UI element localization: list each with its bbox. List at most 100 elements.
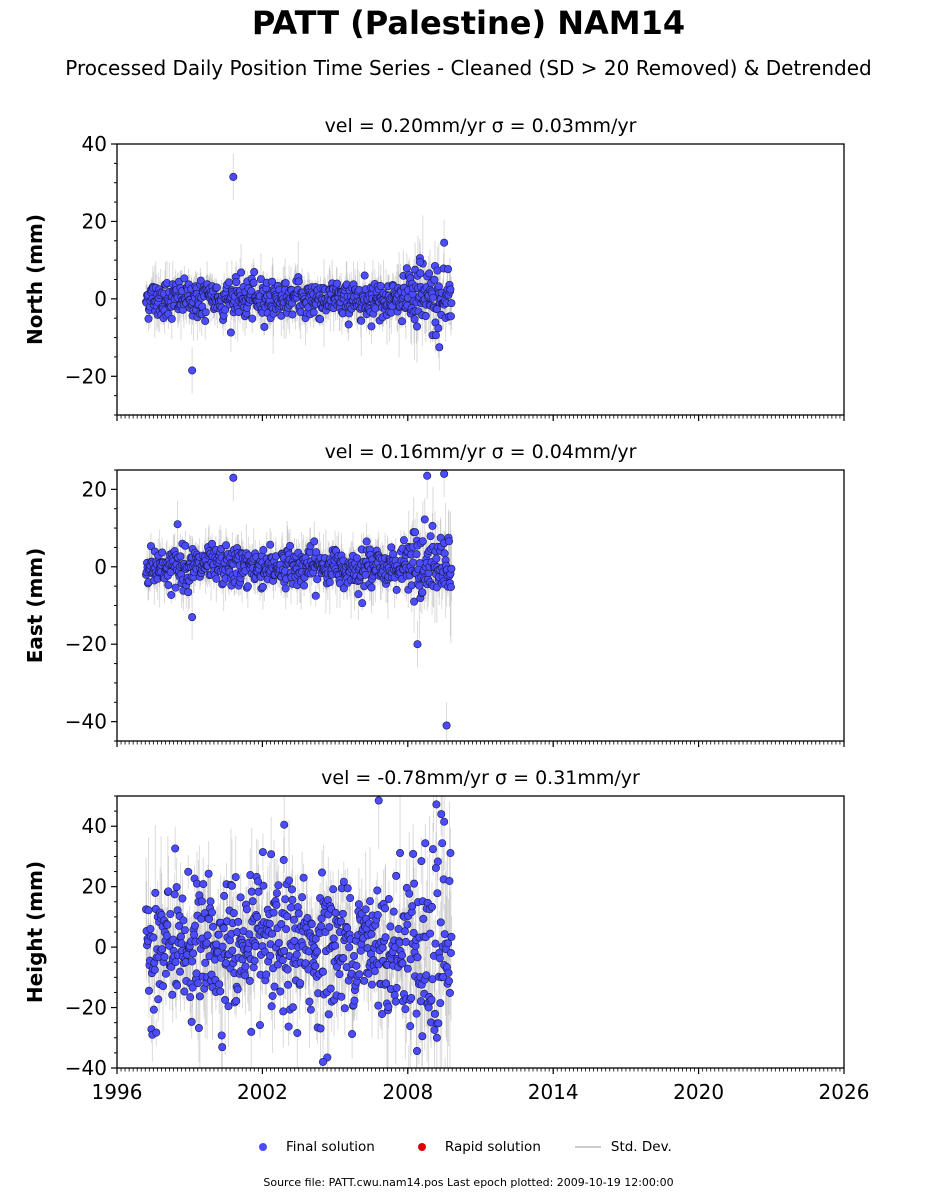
data-point [146, 542, 155, 551]
data-point [400, 927, 409, 936]
data-point [282, 925, 291, 934]
data-point [268, 991, 277, 1000]
data-point [370, 967, 379, 976]
data-point [376, 281, 385, 290]
data-point [280, 946, 289, 955]
legend-final: Final solution [250, 1139, 375, 1155]
data-point [144, 314, 153, 323]
data-point [318, 1057, 327, 1066]
x-tick-label: 2020 [673, 1080, 724, 1104]
data-point [197, 897, 206, 906]
data-point [426, 532, 435, 541]
data-point [281, 895, 290, 904]
std-dev-line-icon [574, 1146, 601, 1148]
data-point [242, 905, 251, 914]
data-point [435, 954, 444, 963]
series-final [142, 153, 456, 394]
y-tick-label: −40 [65, 710, 107, 734]
legend-final-label: Final solution [286, 1139, 375, 1155]
data-point [248, 897, 257, 906]
data-point [164, 581, 173, 590]
data-point [432, 554, 441, 563]
y-axis-label: Height (mm) [23, 861, 47, 1003]
data-point [188, 613, 197, 622]
data-point [325, 923, 334, 932]
data-point [266, 540, 275, 549]
data-point [316, 1024, 325, 1033]
legend-rapid-label: Rapid solution [444, 1139, 541, 1155]
data-point [367, 980, 376, 989]
data-point [266, 951, 275, 960]
data-point [440, 549, 449, 558]
data-point [433, 857, 442, 866]
data-point [331, 941, 340, 950]
data-point [421, 839, 430, 848]
data-point [381, 979, 390, 988]
data-point [367, 322, 376, 331]
data-point [214, 930, 223, 939]
data-point [409, 849, 418, 858]
data-point [423, 471, 432, 480]
data-point [406, 1022, 415, 1031]
data-point [270, 982, 279, 991]
data-point [278, 956, 287, 965]
data-point [146, 924, 155, 933]
data-point [360, 976, 369, 985]
data-point [173, 981, 182, 990]
data-point [410, 597, 419, 606]
data-point [184, 588, 193, 597]
data-point [284, 980, 293, 989]
data-point [173, 520, 182, 529]
data-point [339, 877, 348, 886]
data-point [445, 877, 454, 886]
data-point [243, 582, 252, 591]
data-point [168, 990, 177, 999]
data-point [253, 912, 262, 921]
data-point [298, 893, 307, 902]
data-point [397, 317, 406, 326]
panel-title: vel = -0.78mm/yr σ = 0.31mm/yr [321, 767, 640, 789]
data-point [408, 902, 417, 911]
points [142, 172, 456, 375]
data-point [193, 979, 202, 988]
data-point [365, 897, 374, 906]
data-point [428, 902, 437, 911]
data-point [344, 320, 353, 329]
data-point [181, 541, 190, 550]
data-point [286, 541, 295, 550]
data-point [216, 987, 225, 996]
y-tick-label: 0 [94, 287, 107, 311]
data-point [312, 548, 321, 557]
data-point [204, 869, 213, 878]
points [142, 470, 456, 730]
data-point [336, 917, 345, 926]
data-point [397, 951, 406, 960]
figure-title: PATT (Palestine) NAM14 [251, 4, 686, 42]
data-point [269, 908, 278, 917]
data-point [274, 881, 283, 890]
data-point [392, 871, 401, 880]
data-point [317, 922, 326, 931]
data-point [305, 997, 314, 1006]
data-point [247, 1027, 256, 1036]
data-point [407, 993, 416, 1002]
data-point [444, 939, 453, 948]
data-point [381, 904, 390, 913]
data-point [418, 588, 427, 597]
data-point [167, 590, 176, 599]
y-tick-label: 20 [82, 209, 107, 233]
data-point [167, 963, 176, 972]
data-point [401, 937, 410, 946]
data-point [381, 933, 390, 942]
data-point [444, 968, 453, 977]
data-point [431, 331, 440, 340]
data-point [441, 1082, 448, 1089]
data-point [374, 796, 383, 805]
data-point [150, 965, 159, 974]
data-point [249, 963, 258, 972]
data-point [373, 886, 382, 895]
data-point [259, 881, 268, 890]
data-point [248, 314, 257, 323]
data-point [436, 918, 445, 927]
data-point [274, 938, 283, 947]
